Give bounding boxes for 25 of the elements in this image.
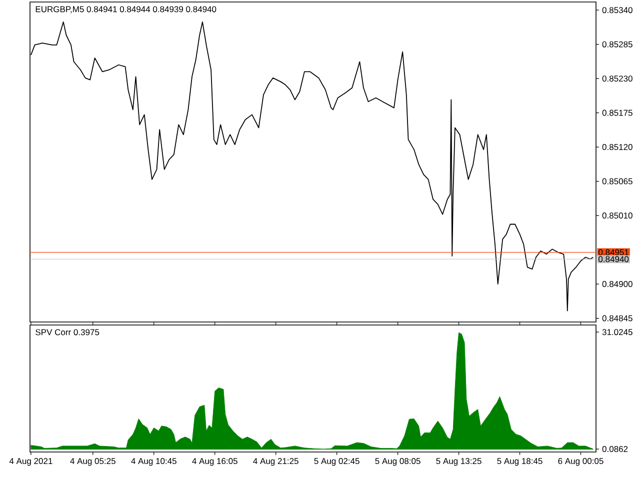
x-tick-label: 5 Aug 18:45 [497, 458, 542, 466]
y-tick-label: 0.0862 [602, 446, 628, 452]
x-tick-label: 5 Aug 13:25 [436, 458, 482, 466]
chart-title: SPV Corr 0.3975 [36, 329, 100, 336]
y-tick-label: 0.85175 [602, 110, 632, 116]
x-tick-label: 4 Aug 10:45 [131, 458, 176, 466]
x-tick-label: 4 Aug 2021 [9, 458, 52, 466]
x-tick-label: 4 Aug 21:25 [253, 458, 298, 466]
x-tick-label: 4 Aug 16:05 [192, 458, 238, 466]
y-tick-label: 0.85120 [602, 144, 632, 150]
y-tick-label: 0.84900 [602, 281, 632, 288]
ref-line-label: 0.84951 [598, 249, 629, 256]
x-tick-label: 4 Aug 05:25 [70, 458, 116, 466]
y-tick-label: 31.0245 [602, 329, 632, 336]
x-tick-label: 5 Aug 02:45 [314, 458, 360, 466]
y-tick-label: 0.85230 [602, 76, 632, 82]
y-tick-label: 0.85065 [602, 178, 632, 184]
chart-title: EURGBP,M5 0.84941 0.84944 0.84939 0.84940 [36, 6, 216, 14]
ref-line-label: 0.84940 [598, 256, 629, 262]
x-tick-label: 5 Aug 08:05 [375, 458, 420, 466]
y-tick-label: 0.85010 [602, 212, 632, 219]
x-tick-label: 6 Aug 00:05 [558, 458, 604, 466]
y-tick-label: 0.85285 [602, 41, 632, 48]
y-tick-label: 0.85340 [602, 7, 632, 14]
y-tick-label: 0.84845 [602, 315, 632, 322]
